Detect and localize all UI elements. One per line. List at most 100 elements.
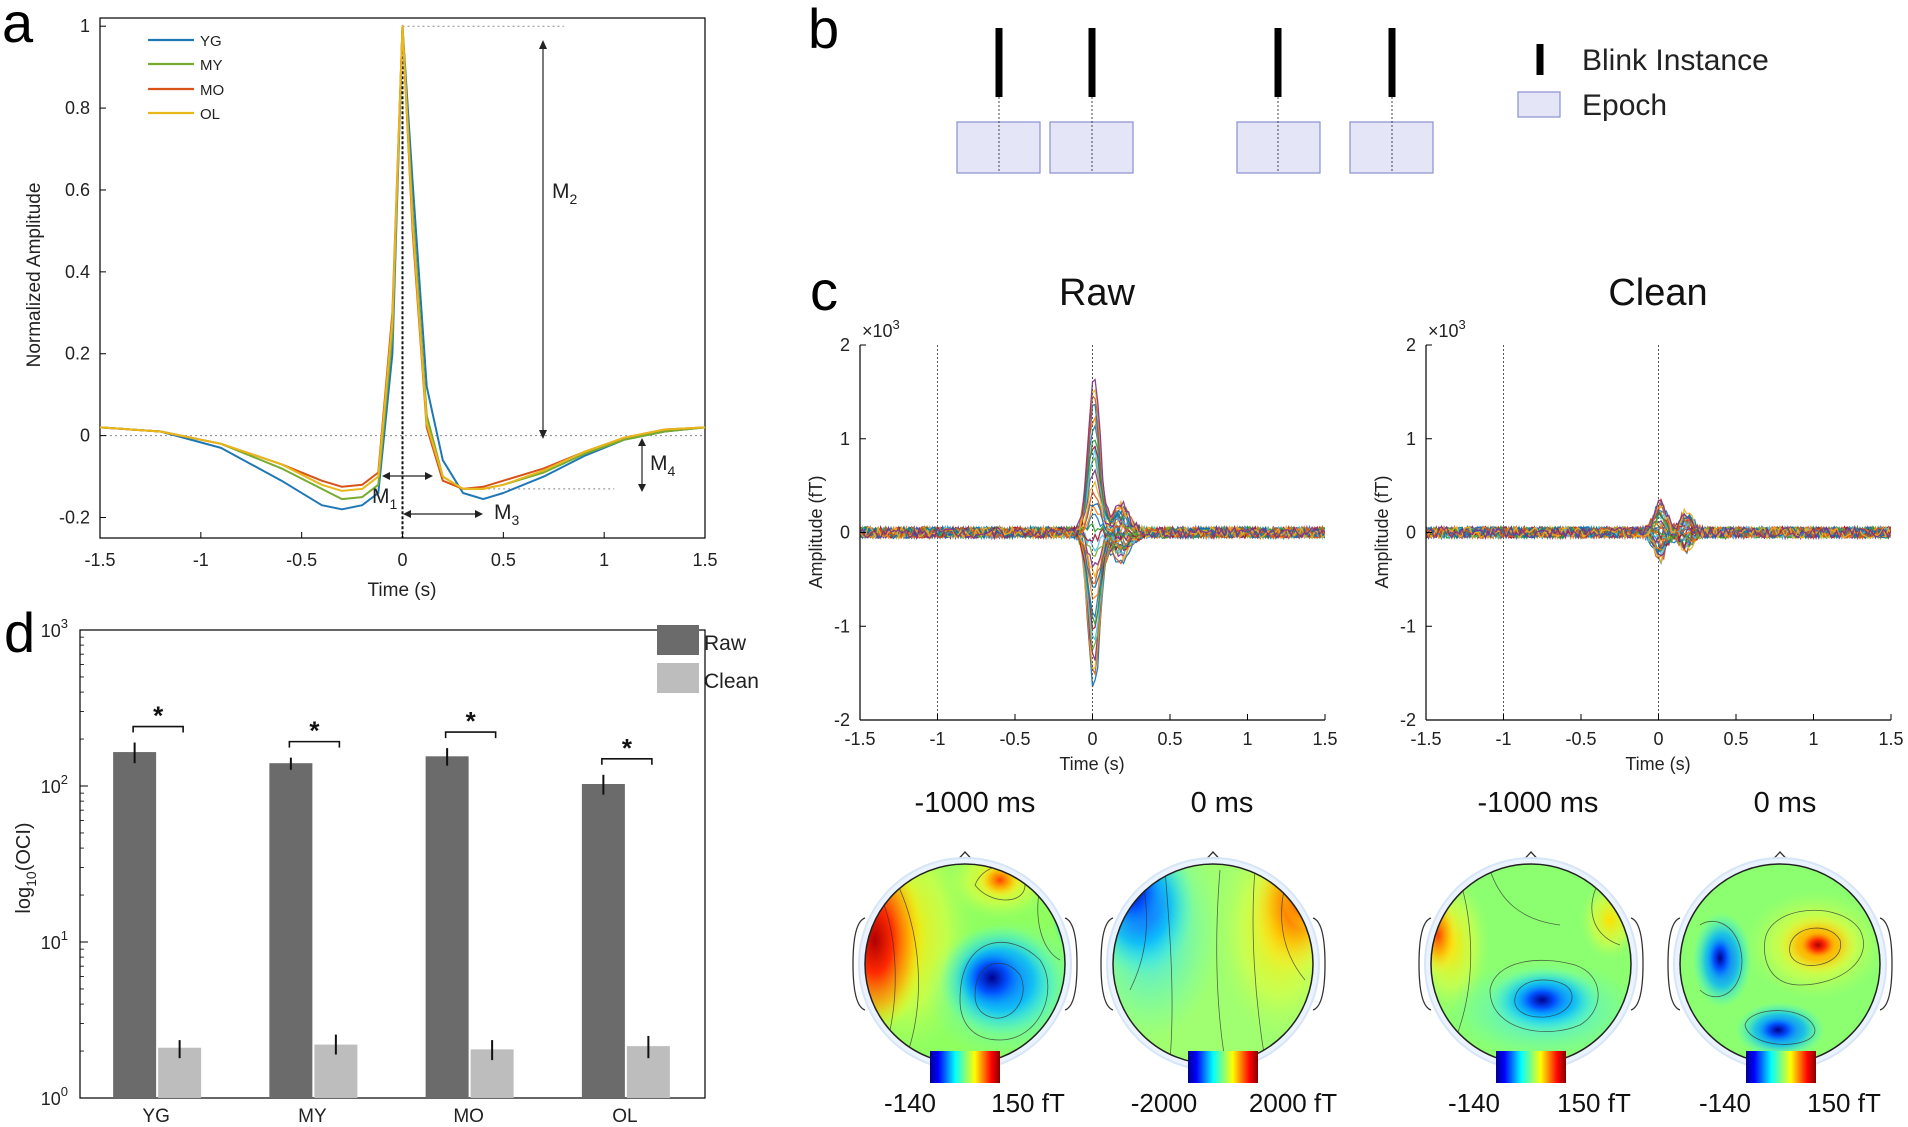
significance-star: * [622,733,633,763]
legend-label-my: MY [200,57,223,74]
significance-bracket [288,740,341,748]
m3-label: M3 [494,501,520,528]
topo-cmin-3: -140 [1448,1088,1500,1118]
raw-title: Raw [1059,272,1136,314]
ytick-label: 0 [1406,523,1416,543]
raw-ylabel: Amplitude (fT) [806,475,826,588]
panel-a-ytick-label: -0.2 [59,508,90,528]
epoch-3 [1236,28,1321,174]
xtick-label: -1.5 [844,729,875,749]
trace-yg [99,25,706,511]
panel-letter-d: d [4,601,35,664]
significance-bracket [444,731,497,739]
panel-d-bars: * YG * MY * MO * OL [113,701,670,1127]
panel-a-ylabel: Normalized Amplitude [24,183,45,368]
topo-cmax-1: 150 fT [991,1088,1065,1118]
topo-cmin-1: -140 [884,1088,936,1118]
legend-raw-swatch [657,625,699,655]
xtick-label: 1.5 [1312,729,1337,749]
panel-a-ytick-label: 0 [80,426,90,446]
epoch-1 [956,28,1041,174]
tick-exp: 2 [61,772,68,787]
panel-a-reference-lines [100,25,705,538]
panel-letter-a: a [2,0,34,54]
topo-map-2: 0 ms [1100,787,1337,1118]
m1-label-main: M [372,485,390,508]
tick-exp: 1 [61,928,68,943]
legend-label-mo: MO [200,82,224,99]
raw-xlabel: Time (s) [1059,754,1124,774]
panel-a-xlabel: Time (s) [368,580,437,601]
m4-label-main: M [650,452,668,475]
ytick-label: 2 [840,335,850,355]
legend-clean-label: Clean [704,670,759,693]
bar-raw-yg [113,752,157,1098]
xtick-label: -0.5 [1565,729,1596,749]
m1-label: M1 [372,485,398,512]
raw-multiplier-exp: 3 [893,317,900,332]
xtick-label: -1 [929,729,945,749]
clean-multiplier: ×103 [1428,317,1466,341]
panel-letter-b: b [808,0,839,60]
tick-exp: 3 [61,616,68,631]
m4-arrowhead-bottom [638,484,646,492]
panel-d-ytick-label: 100 [41,1084,68,1109]
topo-colorbar-2 [1188,1051,1258,1083]
tick-base: 10 [41,621,61,641]
m1-label-sub: 1 [390,496,398,512]
m3-arrowhead-left [403,510,411,518]
topo-label-3: -1000 ms [1478,787,1599,819]
xtick-label: 1 [1808,729,1818,749]
bar-raw-mo [425,756,469,1098]
topo-map-3: -1000 ms [1418,787,1644,1118]
ytick-label: -1 [834,616,850,636]
m4-arrowhead-top [638,438,646,446]
legend-epoch-swatch [1517,91,1561,118]
bar-raw-my [269,763,313,1098]
panel-a-ytick-label: 0.2 [65,344,90,364]
topo-ear-left-1 [852,917,866,1011]
clean-plot: -1.5 -1 -0.5 0 0.5 1 1.5 2 1 0 -1 -2 ×103 Amplitude… [1372,317,1904,774]
panel-a-traces [99,25,706,511]
panel-a-ticks: -1.5 -1 -0.5 0 0.5 1 1.5 1 0.8 0.6 0.4 0.2 0 -0.2 [59,16,718,570]
panel-a: -1.5 -1 -0.5 0 0.5 1 1.5 1 0.8 0.6 0.4 0.2 0 -0.2 Nor… [24,16,718,601]
xtick-label: 1 [1242,729,1252,749]
tick-base: 10 [41,933,61,953]
ytick-label: -1 [1400,616,1416,636]
clean-multiplier-base: ×10 [1428,321,1459,341]
topo-map-1: -1000 ms [852,787,1078,1118]
topo-cmax-4: 150 fT [1807,1088,1881,1118]
m3-label-sub: 3 [512,512,520,528]
raw-plot: -1.5 -1 -0.5 0 0.5 1 1.5 2 1 0 -1 -2 ×103 Amplitude… [806,317,1338,774]
panel-a-ytick-label: 0.6 [65,180,90,200]
clean-title: Clean [1608,272,1707,314]
m3-label-main: M [494,501,512,524]
m1-arrowhead-right [425,472,433,480]
panel-d-ytick-label: 103 [41,616,68,641]
topo-cmax-3: 150 fT [1557,1088,1631,1118]
topo-label-2: 0 ms [1191,787,1254,819]
panel-b-legend: Blink Instance Epoch [1517,44,1769,122]
topo-ear-right-4 [1879,917,1893,1011]
m1-arrowhead-left [382,472,390,480]
raw-axes: -1.5 -1 -0.5 0 0.5 1 1.5 2 1 0 -1 -2 [834,335,1338,749]
legend-label-yg: YG [200,33,222,50]
legend-clean-swatch [657,663,699,693]
topo-label-4: 0 ms [1754,787,1817,819]
ytick-label: 1 [840,429,850,449]
m2-arrowhead-bottom [539,430,547,439]
panel-d-ylabel-pre: log [13,887,35,914]
bar-raw-ol [581,783,625,1098]
tick-base: 10 [41,1089,61,1109]
panel-a-xtick-label: -1 [193,550,209,570]
xtick-label: 0.5 [1723,729,1748,749]
panel-letter-c: c [810,259,838,322]
ytick-label: -2 [834,710,850,730]
significance-bracket [132,725,184,733]
raw-multiplier: ×103 [862,317,900,341]
m2-label-sub: 2 [570,191,578,207]
m4-label-sub: 4 [668,463,676,479]
clean-xlabel: Time (s) [1625,754,1690,774]
panel-a-xtick-label: -0.5 [286,550,317,570]
